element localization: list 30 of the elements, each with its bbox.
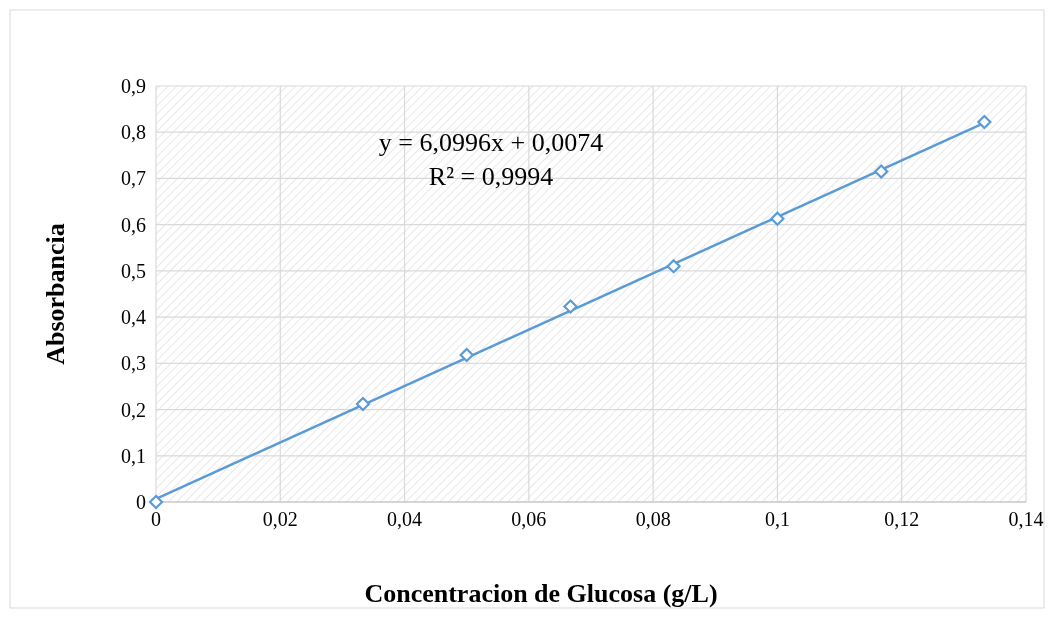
x-tick-label: 0,02 <box>262 508 298 530</box>
y-tick-label: 0,8 <box>121 121 146 144</box>
y-tick-label: 0 <box>136 491 146 513</box>
x-tick-label: 0,12 <box>884 508 920 530</box>
point <box>977 114 992 130</box>
annotation: y = 6,0996x + 0,0074 <box>378 128 604 157</box>
point <box>874 164 889 179</box>
x-tick-label: 0,04 <box>387 508 423 530</box>
y-axis-title: Absorbancia <box>41 223 70 365</box>
y-tick-label: 0,3 <box>121 352 146 375</box>
point <box>459 347 474 363</box>
y-tick-label: 0,7 <box>121 167 146 190</box>
y-tick-label: 0,5 <box>121 259 146 282</box>
x-tick-label: 0,06 <box>511 508 547 530</box>
annotation: R² = 0,9994 <box>428 162 554 191</box>
x-tick-label: 0 <box>151 508 161 530</box>
point <box>148 494 164 510</box>
x-tick-label: 0,08 <box>635 508 671 530</box>
y-tick-label: 0,1 <box>121 444 146 467</box>
x-tick-label: 0,14 <box>1008 508 1044 530</box>
point <box>770 211 785 226</box>
y-tick-label: 0,6 <box>121 213 146 236</box>
y-tick-label: 0,4 <box>121 306 146 329</box>
y-tick-label: 0,2 <box>121 398 146 421</box>
point <box>563 299 578 314</box>
point <box>355 396 371 412</box>
y-tick-label: 0,9 <box>121 75 146 97</box>
point <box>666 259 681 274</box>
x-tick-label: 0,1 <box>764 508 790 530</box>
x-axis-title: Concentracion de Glucosa (g/L) <box>364 579 718 608</box>
